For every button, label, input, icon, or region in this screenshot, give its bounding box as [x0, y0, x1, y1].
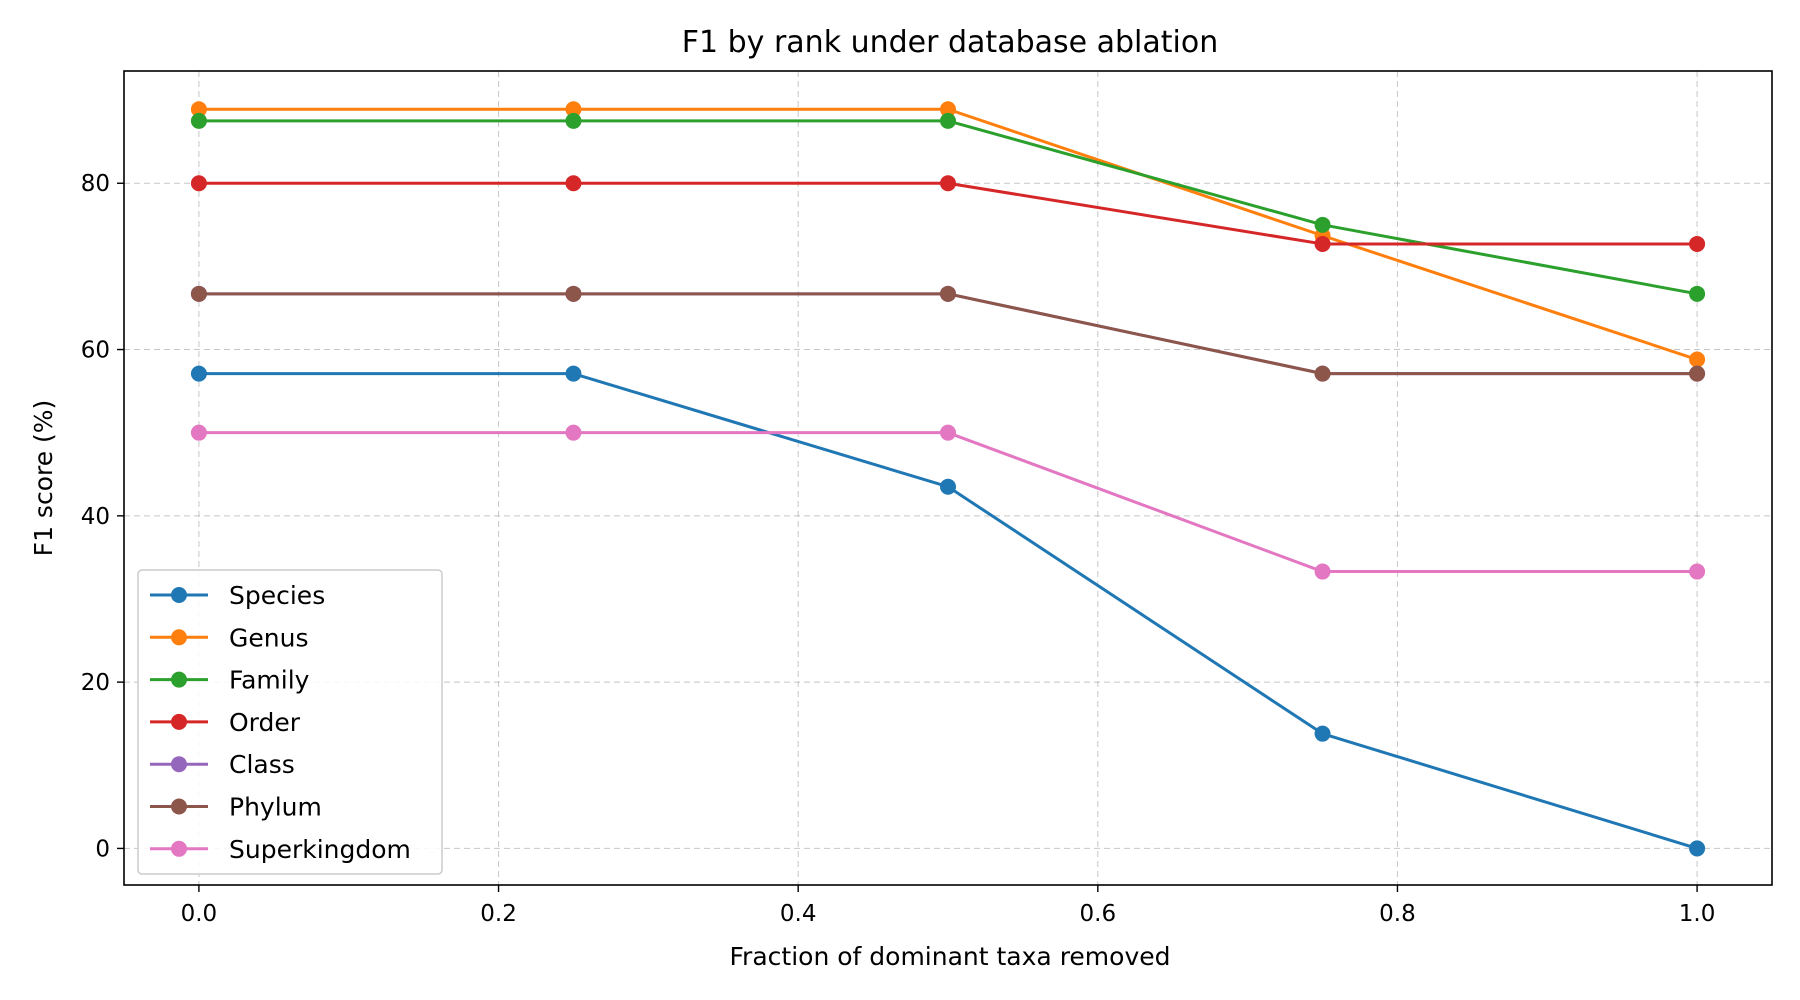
y-tick-label: 0 — [95, 836, 110, 862]
data-point-family — [565, 112, 582, 129]
data-point-phylum — [940, 285, 956, 302]
y-tick-label: 80 — [81, 171, 110, 197]
data-point-species — [565, 365, 582, 382]
legend-marker — [171, 713, 187, 730]
series-line-superkingdom — [198, 431, 1698, 574]
legend-box — [137, 569, 443, 875]
data-point-species — [1314, 725, 1331, 742]
series-line-class — [198, 292, 1698, 376]
legend-marker — [171, 629, 187, 646]
series-genus — [190, 101, 1706, 368]
legend-item-genus: Genus — [150, 623, 308, 652]
data-point-order — [1314, 235, 1331, 252]
legend-label: Class — [229, 750, 295, 779]
data-point-superkingdom — [940, 424, 956, 441]
legend-item-superkingdom: Superkingdom — [150, 835, 411, 864]
plot-frame — [123, 70, 1773, 886]
x-tick-label: 1.0 — [1679, 901, 1716, 927]
data-point-genus — [1689, 351, 1706, 368]
legend-marker — [171, 587, 187, 603]
data-point-species — [940, 478, 956, 495]
y-tick-label: 60 — [81, 338, 110, 364]
legend-item-family: Family — [150, 666, 310, 695]
data-point-family — [190, 112, 207, 129]
legend-marker — [171, 671, 187, 688]
legend-item-order: Order — [150, 708, 301, 737]
x-axis-ticks: 0.0 0.2 0.4 0.6 0.8 1.0 — [181, 885, 1716, 927]
y-tick-label: 40 — [81, 504, 110, 530]
legend-label: Genus — [229, 623, 308, 652]
series-superkingdom — [190, 424, 1706, 580]
x-axis-label: Fraction of dominant taxa removed — [730, 942, 1171, 971]
data-point-family — [1314, 216, 1331, 233]
legend-item-phylum: Phylum — [150, 793, 322, 822]
chart-title: F1 by rank under database ablation — [682, 25, 1218, 60]
legend-item-class: Class — [150, 750, 295, 779]
x-tick-label: 0.8 — [1379, 901, 1416, 927]
data-point-genus — [190, 101, 207, 118]
data-point-order — [1689, 235, 1706, 252]
legend-label: Phylum — [229, 793, 322, 822]
series-line-genus — [198, 107, 1698, 361]
legend-label: Superkingdom — [229, 835, 411, 864]
legend-label: Species — [229, 581, 325, 610]
data-point-order — [940, 175, 956, 192]
series-family — [190, 112, 1706, 302]
y-axis-label: F1 score (%) — [29, 400, 58, 557]
data-point-superkingdom — [1314, 563, 1331, 580]
data-point-superkingdom — [190, 424, 207, 441]
series-phylum — [190, 285, 1706, 382]
data-point-family — [1689, 285, 1706, 302]
data-point-phylum — [1689, 365, 1706, 382]
y-tick-label: 20 — [81, 670, 110, 696]
x-tick-label: 0.0 — [181, 901, 218, 927]
data-point-superkingdom — [565, 424, 582, 441]
legend-marker — [171, 840, 187, 857]
legend-marker — [171, 756, 187, 773]
legend-marker — [171, 798, 187, 815]
data-point-genus — [940, 101, 956, 118]
x-tick-label: 0.4 — [780, 901, 817, 927]
data-point-family — [940, 112, 956, 129]
data-point-phylum — [565, 285, 582, 302]
data-point-order — [565, 175, 582, 192]
legend-label: Order — [229, 708, 301, 737]
data-point-species — [1689, 840, 1706, 857]
series-line-family — [198, 119, 1698, 296]
x-tick-label: 0.2 — [480, 901, 517, 927]
legend: Species Genus Family Order Class Phylum Superk… — [137, 569, 443, 875]
data-point-phylum — [1314, 365, 1331, 382]
legend-label: Family — [229, 666, 310, 695]
series-order — [190, 175, 1706, 252]
data-point-species — [190, 365, 207, 382]
y-axis-ticks: 0 20 40 60 80 — [81, 171, 124, 862]
series-line-phylum — [198, 292, 1698, 376]
series-line-order — [198, 181, 1698, 246]
data-point-superkingdom — [1689, 563, 1706, 580]
x-tick-label: 0.6 — [1080, 901, 1117, 927]
series-lines — [190, 101, 1706, 857]
data-point-phylum — [190, 285, 207, 302]
data-point-order — [190, 175, 207, 192]
data-point-genus — [565, 101, 582, 118]
legend-item-species: Species — [150, 581, 325, 610]
series-species — [190, 365, 1706, 857]
